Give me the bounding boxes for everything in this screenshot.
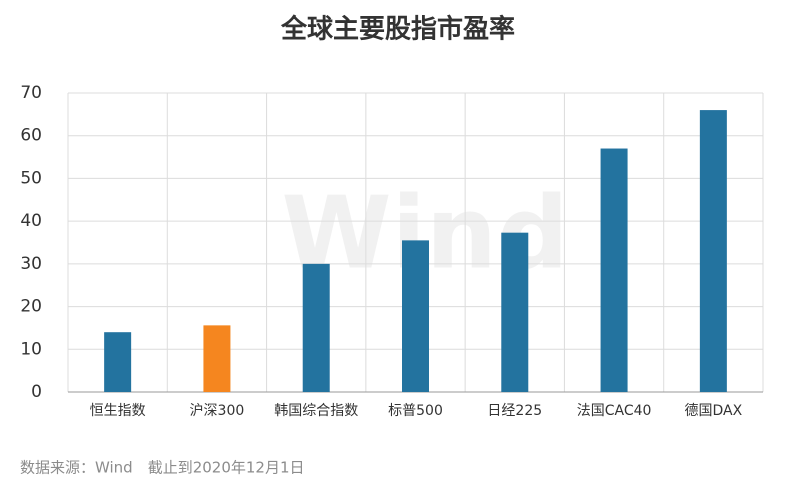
x-tick-label: 沪深300 bbox=[190, 403, 245, 419]
y-tick-label: 60 bbox=[20, 126, 42, 146]
y-tick-label: 30 bbox=[20, 254, 42, 274]
bar bbox=[402, 240, 429, 392]
y-tick-label: 70 bbox=[20, 83, 42, 103]
y-tick-label: 50 bbox=[20, 168, 42, 188]
bar bbox=[699, 110, 727, 392]
x-tick-label: 标普500 bbox=[388, 403, 443, 419]
bar bbox=[302, 263, 330, 392]
x-tick-label: 日经225 bbox=[487, 403, 542, 419]
x-tick-label: 法国CAC40 bbox=[577, 403, 652, 419]
y-tick-label: 20 bbox=[20, 297, 42, 317]
x-tick-label: 韩国综合指数 bbox=[274, 403, 358, 419]
bar bbox=[104, 332, 132, 392]
y-tick-label: 10 bbox=[20, 339, 42, 359]
x-tick-label: 德国DAX bbox=[685, 403, 743, 419]
y-tick-label: 0 bbox=[31, 382, 42, 402]
y-tick-label: 40 bbox=[20, 211, 42, 231]
source-note: 数据来源：Wind 截止到2020年12月1日 bbox=[20, 459, 305, 477]
bar bbox=[501, 232, 529, 392]
chart-title: 全球主要股指市盈率 bbox=[280, 14, 515, 45]
bar bbox=[203, 325, 231, 392]
bar bbox=[600, 148, 628, 392]
x-tick-label: 恒生指数 bbox=[90, 403, 146, 419]
